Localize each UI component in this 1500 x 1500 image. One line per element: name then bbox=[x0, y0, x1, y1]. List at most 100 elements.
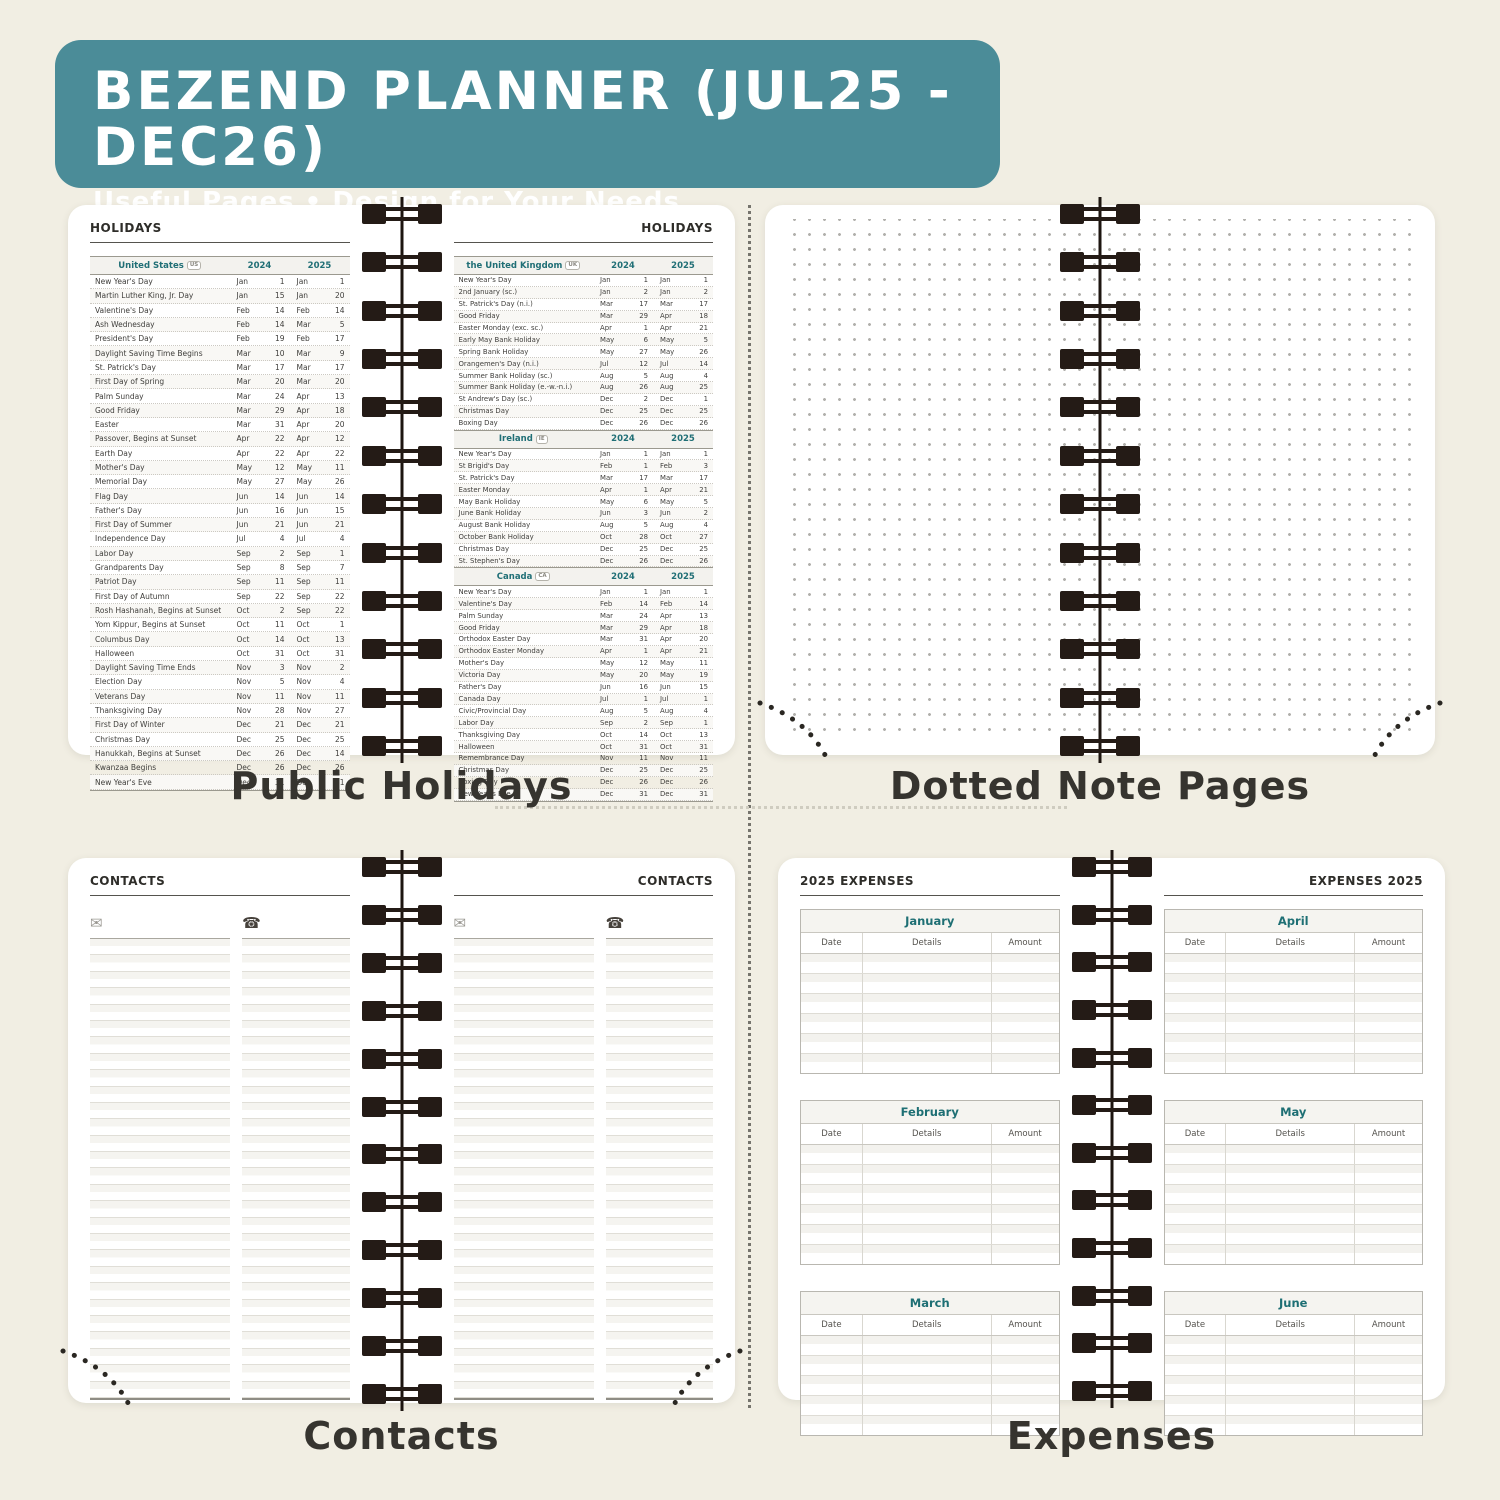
uk-holiday-rows: New Year's Day Jan 1 Jan 1 2nd January (sc.) J… bbox=[453, 275, 713, 430]
holiday-row: Orangemen's Day (n.i.) Jul 12 Jul 14 bbox=[453, 358, 713, 371]
contact-line bbox=[242, 1315, 350, 1333]
holiday-row: Palm Sunday Mar 24 Apr 13 bbox=[90, 389, 350, 404]
contact-line bbox=[605, 1004, 713, 1021]
holiday-row: Columbus Day Oct 14 Oct 13 bbox=[90, 632, 350, 647]
contact-lines bbox=[90, 938, 231, 1400]
contacts-right-page: CONTACTS ✉ ☎ bbox=[402, 858, 736, 1403]
col-date: Date bbox=[801, 1315, 863, 1335]
contact-line bbox=[242, 955, 350, 972]
holiday-row: St. Patrick's Day Mar 17 Mar 17 bbox=[90, 361, 350, 376]
contact-line bbox=[605, 1348, 713, 1366]
canada-holiday-rows: New Year's Day Jan 1 Jan 1 Valentine's Day Feb… bbox=[453, 586, 713, 801]
contact-line bbox=[90, 1135, 231, 1153]
dot-grid bbox=[781, 219, 1419, 741]
expense-row bbox=[801, 1205, 1059, 1225]
contact-line bbox=[242, 1201, 350, 1218]
contact-line bbox=[242, 1365, 350, 1382]
contacts-phone-column: ☎ bbox=[605, 914, 713, 1400]
contact-line bbox=[90, 1299, 231, 1316]
col-date: Date bbox=[801, 933, 863, 953]
expense-row bbox=[801, 1165, 1059, 1185]
col-details: Details bbox=[863, 1124, 992, 1144]
holiday-row: Yom Kippur, Begins at Sunset Oct 11 Oct 1 bbox=[90, 618, 350, 633]
col-details: Details bbox=[1226, 1124, 1356, 1144]
col-amount: Amount bbox=[1008, 938, 1042, 948]
contact-line bbox=[453, 1381, 594, 1398]
expense-row bbox=[801, 1356, 1059, 1376]
holiday-row: Easter Monday (exc. sc.) Apr 1 Apr 21 bbox=[453, 323, 713, 335]
ireland-table-header: Ireland IE 2024 2025 bbox=[453, 429, 713, 449]
contact-line bbox=[90, 1037, 231, 1054]
year-header-2025: 2025 bbox=[671, 571, 695, 582]
flag-badge-us-icon: US bbox=[186, 261, 202, 270]
holiday-row: Valentine's Day Feb 14 Feb 14 bbox=[90, 304, 350, 318]
contact-line bbox=[90, 1004, 231, 1021]
ireland-holiday-rows: New Year's Day Jan 1 Jan 1 St Brigid's Day Feb… bbox=[453, 449, 713, 568]
contact-line bbox=[90, 1053, 231, 1071]
contact-line bbox=[242, 1283, 350, 1300]
us-table-header: United States US 2024 2025 bbox=[90, 256, 350, 275]
col-amount: Amount bbox=[1371, 938, 1406, 948]
contact-line bbox=[242, 1037, 350, 1054]
holiday-row: October Bank Holiday Oct 28 Oct 27 bbox=[453, 531, 713, 544]
contact-line bbox=[605, 1283, 713, 1300]
expense-table-january: January Date Details Amount bbox=[800, 909, 1060, 1074]
holidays-left-page: HOLIDAYS United States US 2024 2025 New … bbox=[68, 205, 402, 791]
expense-rows bbox=[1164, 1336, 1422, 1435]
contact-line bbox=[605, 1234, 713, 1251]
holiday-row: New Year's Day Jan 1 Jan 1 bbox=[90, 275, 350, 290]
holiday-row: Boxing Day Dec 26 Dec 26 bbox=[453, 777, 713, 789]
contact-line bbox=[242, 1119, 350, 1136]
caption-public-holidays: Public Holidays bbox=[230, 764, 573, 808]
holiday-row: Halloween Oct 31 Oct 31 bbox=[90, 647, 350, 662]
holiday-row: Orthodox Easter Day Mar 31 Apr 20 bbox=[453, 634, 713, 646]
expense-month-title: May bbox=[1164, 1101, 1422, 1124]
canada-table-header: Canada CA 2024 2025 bbox=[453, 567, 713, 587]
expense-row bbox=[1164, 1376, 1422, 1396]
contact-line bbox=[453, 1201, 594, 1218]
holiday-row: Thanksgiving Day Nov 28 Nov 27 bbox=[90, 704, 350, 719]
expense-table-april: April Date Details Amount bbox=[1163, 909, 1423, 1074]
expense-column-headers: Date Details Amount bbox=[801, 1124, 1059, 1145]
expense-table-february: February Date Details Amount bbox=[800, 1100, 1060, 1265]
contact-line bbox=[453, 1086, 594, 1103]
us-holiday-rows: New Year's Day Jan 1 Jan 1 Martin Luther King… bbox=[90, 275, 350, 790]
dotted-notes-spread bbox=[757, 204, 1443, 766]
holiday-row: June Bank Holiday Jun 3 Jun 2 bbox=[453, 508, 713, 520]
contact-line bbox=[453, 1365, 594, 1382]
col-details: Details bbox=[1226, 933, 1356, 953]
holiday-row: St. Patrick's Day Mar 17 Mar 17 bbox=[453, 472, 713, 485]
holiday-row: First Day of Spring Mar 20 Mar 20 bbox=[90, 375, 350, 390]
holiday-row: Good Friday Mar 29 Apr 18 bbox=[453, 622, 713, 635]
envelope-icon: ✉ bbox=[90, 914, 103, 932]
expense-row bbox=[1164, 1205, 1422, 1225]
col-date: Date bbox=[1165, 1315, 1227, 1335]
holiday-row: Good Friday Mar 29 Apr 18 bbox=[453, 310, 713, 323]
contact-line bbox=[90, 1365, 231, 1382]
contact-line bbox=[242, 1168, 350, 1185]
contact-line bbox=[90, 971, 231, 989]
country-name-uk: the United Kingdom bbox=[466, 260, 563, 271]
expense-row bbox=[801, 1034, 1059, 1054]
contact-line bbox=[453, 1217, 594, 1235]
holidays-spread: HOLIDAYS United States US 2024 2025 New … bbox=[68, 204, 735, 802]
year-header-2025: 2025 bbox=[671, 260, 695, 271]
holiday-row: President's Day Feb 19 Feb 17 bbox=[90, 332, 350, 347]
holiday-row: May Bank Holiday May 6 May 5 bbox=[453, 496, 713, 509]
holiday-row: Summer Bank Holiday (e.-w.-n.i.) Aug 26 Aug… bbox=[453, 382, 713, 394]
holiday-row: Father's Day Jun 16 Jun 15 bbox=[90, 504, 350, 519]
contact-line bbox=[453, 1234, 594, 1251]
contact-line bbox=[605, 1070, 713, 1087]
contact-line bbox=[90, 1184, 231, 1202]
contact-line bbox=[242, 1135, 350, 1153]
contact-line bbox=[242, 1053, 350, 1071]
year-header-2024: 2024 bbox=[247, 260, 272, 271]
contact-line bbox=[453, 1332, 594, 1349]
contact-line bbox=[605, 1250, 713, 1267]
contact-line bbox=[90, 1266, 231, 1284]
expense-row bbox=[1164, 1396, 1422, 1416]
contact-line bbox=[90, 1348, 231, 1366]
contacts-email-column: ✉ bbox=[90, 914, 231, 1400]
contact-line bbox=[90, 1020, 231, 1038]
expense-row bbox=[1164, 1014, 1422, 1034]
